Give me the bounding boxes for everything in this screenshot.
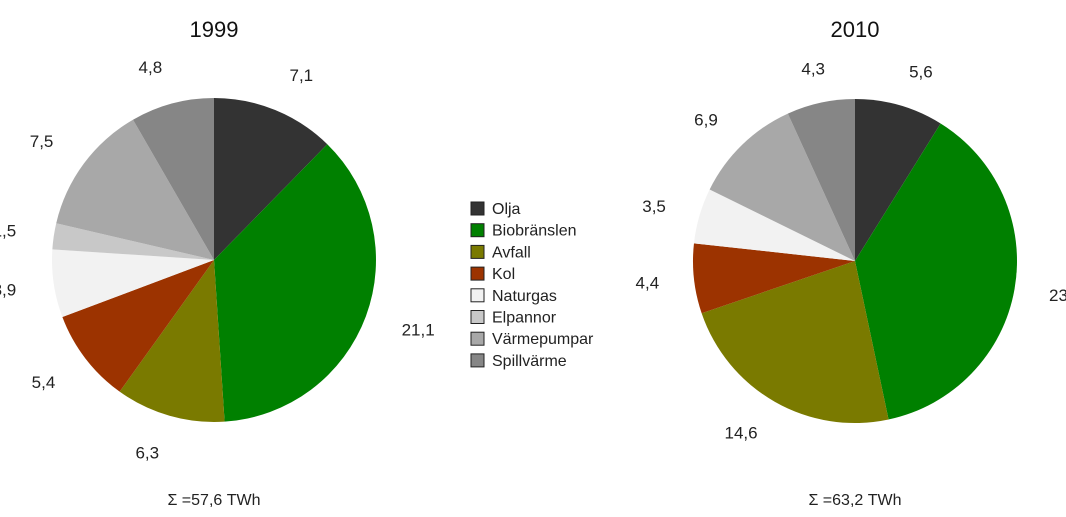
pie-chart-2010: 2010 5,6 23,9 14,6 4,4 3,5 6,9 4,3 Σ =63,2 TWh [636,17,1066,509]
data-label-varmepumpar: 6,9 [694,111,718,130]
legend-item-varmepumpar: Värmepumpar [470,331,594,348]
data-label-spillvarme: 4,3 [801,60,825,79]
legend-label: Värmepumpar [492,331,594,348]
legend-label: Elpannor [492,310,557,327]
legend-label: Olja [492,201,521,218]
legend-item-olja: Olja [470,201,521,218]
data-label-biobranslen: 21,1 [402,320,435,339]
pie-slice-varmepumpar [56,119,215,260]
legend-item-elpannor: Elpannor [470,310,557,327]
legend-label: Avfall [492,244,531,261]
total-label: Σ =63,2 TWh [808,492,901,509]
pie-slice-kol [62,260,214,392]
pie-slice-naturgas [52,249,215,318]
pie-slice-spillvarme [133,98,214,260]
data-label-biobranslen: 23,9 [1049,286,1066,305]
legend-label: Spillvärme [492,353,567,370]
pie-slice-avfall [119,260,225,422]
data-label-elpannor: 1,5 [0,222,16,241]
data-label-avfall: 6,3 [135,443,159,462]
legend-swatch [470,353,485,368]
data-label-olja: 7,1 [290,66,314,85]
legend-swatch [470,201,485,216]
legend-swatch [470,310,485,324]
data-label-olja: 5,6 [909,63,933,82]
pie-slice-naturgas [693,189,855,261]
chart-title: 2010 [831,17,880,42]
data-label-varmepumpar: 7,5 [30,132,54,151]
legend-swatch [470,244,485,259]
pie-slice-olja [855,98,941,261]
legend-label: Biobränslen [492,223,577,240]
data-label-naturgas: 3,5 [642,197,666,216]
legend-item-biobranslen: Biobränslen [470,223,577,240]
pie-slice-biobranslen [855,123,1018,420]
legend-item-kol: Kol [470,266,515,283]
data-label-naturgas: 3,9 [0,280,16,299]
legend-swatch [470,266,485,281]
data-label-kol: 4,4 [636,274,660,293]
data-label-spillvarme: 4,8 [139,58,163,77]
total-label: Σ =57,6 TWh [167,492,260,509]
pie-slice-olja [214,98,328,260]
pie-chart-1999: 1999 7,1 21,1 6,3 5,4 3,9 1,5 7,5 4,8 Σ =57,6 TWh [0,17,435,509]
legend-item-spillvarme: Spillvärme [470,353,567,370]
pie-slice-elpannor [52,223,214,260]
legend-label: Kol [492,266,515,283]
legend-swatch [470,223,485,238]
data-label-avfall: 14,6 [725,423,758,442]
chart-title: 1999 [190,17,239,42]
pie-slice-spillvarme [787,99,855,261]
legend-swatch [470,288,485,303]
pie-slice-biobranslen [214,144,376,422]
legend: Olja Biobränslen Avfall Kol Naturgas Elpannor… [470,201,594,370]
legend-swatch [470,331,485,346]
pie-slice-varmepumpar [709,113,855,261]
legend-item-avfall: Avfall [470,244,531,261]
pie-slice-avfall [701,261,889,423]
pie-slice-kol [693,243,855,314]
legend-label: Naturgas [492,288,557,305]
legend-item-naturgas: Naturgas [470,288,557,305]
data-label-kol: 5,4 [32,373,56,392]
